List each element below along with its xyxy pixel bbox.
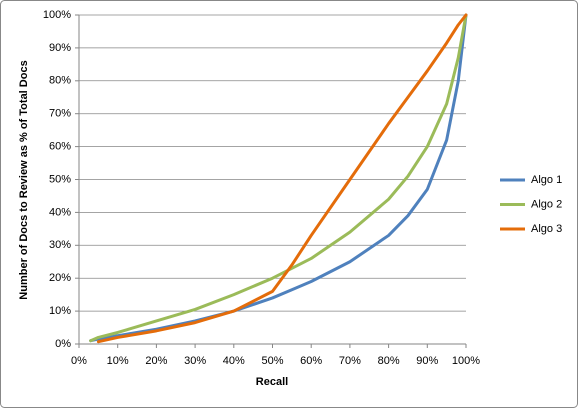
x-tick-label: 60% xyxy=(300,355,322,367)
x-tick-label: 100% xyxy=(452,355,480,367)
y-tick-label: 80% xyxy=(49,75,71,87)
x-tick-label: 50% xyxy=(261,355,283,367)
y-tick-label: 30% xyxy=(49,239,71,251)
x-tick-label: 20% xyxy=(145,355,167,367)
legend-label: Algo 3 xyxy=(531,223,562,235)
x-tick-label: 10% xyxy=(107,355,129,367)
legend-label: Algo 2 xyxy=(531,198,562,210)
y-tick-label: 40% xyxy=(49,206,71,218)
y-tick-label: 20% xyxy=(49,272,71,284)
x-tick-label: 40% xyxy=(223,355,245,367)
x-tick-label: 70% xyxy=(339,355,361,367)
series-line xyxy=(96,13,468,344)
y-tick-label: 0% xyxy=(55,338,71,350)
y-axis-title: Number of Docs to Review as % of Total D… xyxy=(18,60,30,299)
y-tick-label: 50% xyxy=(49,173,71,185)
y-tick-label: 100% xyxy=(43,9,71,21)
x-tick-label: 30% xyxy=(184,355,206,367)
series-line xyxy=(89,13,468,343)
y-tick-label: 70% xyxy=(49,108,71,120)
legend-label: Algo 1 xyxy=(531,174,562,186)
x-tick-label: 90% xyxy=(416,355,438,367)
y-tick-label: 90% xyxy=(49,42,71,54)
series-line xyxy=(89,13,468,343)
y-tick-label: 10% xyxy=(49,305,71,317)
y-tick-label: 60% xyxy=(49,141,71,153)
x-axis-title: Recall xyxy=(256,376,288,388)
x-tick-label: 80% xyxy=(378,355,400,367)
x-tick-label: 0% xyxy=(71,355,87,367)
